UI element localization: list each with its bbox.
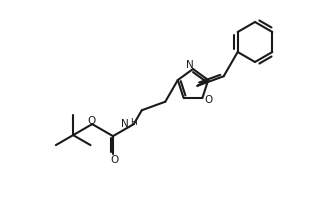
Text: O: O — [87, 116, 95, 125]
Text: N: N — [186, 60, 194, 70]
Text: H: H — [130, 117, 137, 126]
Text: O: O — [204, 94, 213, 104]
Text: N: N — [121, 119, 129, 128]
Text: O: O — [110, 154, 118, 164]
